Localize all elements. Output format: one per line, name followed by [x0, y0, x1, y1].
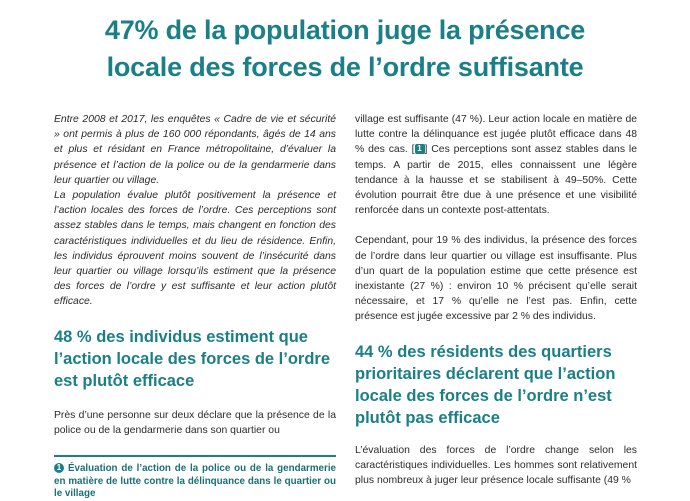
intro-paragraph-1: Entre 2008 et 2017, les enquêtes « Cadre…	[54, 114, 336, 186]
title-line-1: 47% de la population juge la présence	[104, 15, 586, 45]
right-paragraph-1-end: ] Ces perceptions sont assez stables dan…	[355, 144, 637, 217]
title-line-2: locale des forces de l’ordre suffisante	[106, 52, 584, 82]
left-body-paragraph: Près d’une personne sur deux déclare que…	[54, 409, 336, 436]
figure-title: Évaluation de l’action de la police ou d…	[54, 463, 336, 499]
right-paragraph-2: Cependant, pour 19 % des individus, la p…	[355, 235, 637, 323]
section-heading-left: 48 % des individus estiment que l’action…	[54, 327, 331, 390]
right-paragraph-1: village est suffisante (47 %). Leur acti…	[355, 112, 637, 218]
right-column: village est suffisante (47 %). Leur acti…	[355, 112, 637, 488]
figure-number-badge: 1	[54, 463, 64, 473]
intro-paragraph-2: La population évalue plutôt positivement…	[54, 190, 336, 308]
page-title: 47% de la population juge la présence lo…	[0, 12, 690, 86]
right-paragraph-1-start: village est suffisante (47 %). Leur acti…	[355, 114, 637, 156]
figure-reference-badge: 1	[414, 144, 425, 155]
section-heading-right: 44 % des résidents des quartiers priorit…	[355, 342, 616, 427]
left-column: Entre 2008 et 2017, les enquêtes « Cadre…	[54, 112, 336, 438]
right-paragraph-3: L’évaluation des forces de l’ordre chang…	[355, 444, 637, 487]
figure-caption: 1 Évaluation de l’action de la police ou …	[54, 455, 336, 501]
intro: Entre 2008 et 2017, les enquêtes « Cadre…	[54, 112, 336, 310]
